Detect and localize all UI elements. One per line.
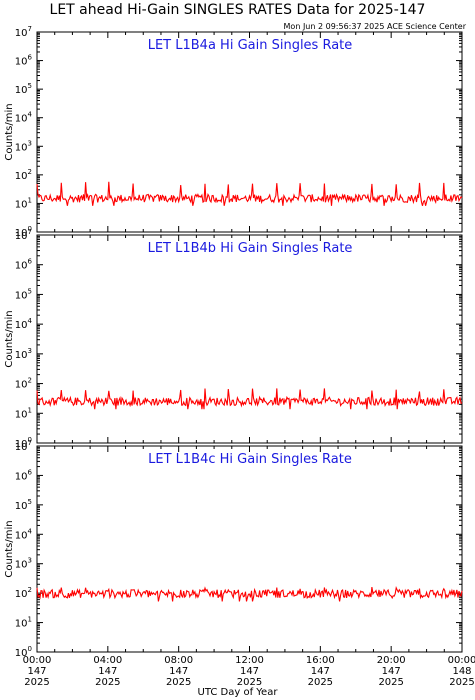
- y-tick-label: 103: [15, 347, 32, 361]
- y-tick-label: 103: [15, 139, 32, 153]
- y-tick-label: 104: [15, 317, 33, 331]
- y-tick-label: 106: [15, 258, 33, 272]
- series-line: [36, 585, 463, 602]
- x-tick-label-line: 147: [240, 666, 259, 677]
- x-axis-label: UTC Day of Year: [197, 687, 278, 698]
- y-tick-label: 103: [15, 557, 32, 571]
- plot-frame: [36, 234, 463, 444]
- y-tick-label: 104: [15, 111, 33, 125]
- x-tick-label-line: 16:00: [306, 655, 335, 666]
- series-line: [36, 181, 463, 206]
- x-tick-label-line: 2025: [24, 677, 49, 688]
- x-tick-label-line: 00:00: [23, 655, 52, 666]
- series-line: [36, 388, 463, 410]
- panel-title: LET L1B4a Hi Gain Singles Rate: [148, 38, 353, 53]
- x-tick-label-line: 147: [311, 666, 330, 677]
- x-tick-label-line: 08:00: [164, 655, 193, 666]
- x-tick-label-line: 2025: [237, 677, 262, 688]
- plot-frame: [36, 445, 463, 653]
- x-tick-label-line: 2025: [449, 677, 474, 688]
- y-tick-label: 102: [15, 168, 32, 182]
- x-tick-label-line: 148: [452, 666, 471, 677]
- x-tick-label-line: 147: [169, 666, 188, 677]
- y-tick-label: 106: [15, 54, 33, 68]
- y-axis-label: Counts/min: [4, 103, 15, 160]
- chart-panel-1: 100 101 102 103 104 105 106 107 Counts/min LET L1…: [4, 25, 463, 239]
- x-tick-label-line: 00:00: [448, 655, 475, 666]
- y-tick-label: 102: [15, 586, 32, 600]
- x-tick-label-line: 2025: [95, 677, 120, 688]
- y-tick-label: 105: [15, 498, 32, 512]
- y-tick-label: 101: [15, 406, 32, 420]
- y-tick-label: 107: [15, 228, 32, 242]
- page-title: LET ahead Hi-Gain SINGLES RATES Data for…: [49, 2, 426, 18]
- y-tick-label: 104: [15, 527, 33, 541]
- chart-panel-2: 100 101 102 103 104 105 106 107 Counts/min LET L1…: [4, 228, 463, 450]
- y-axis-label: Counts/min: [4, 520, 15, 577]
- y-tick-label: 107: [15, 25, 32, 39]
- x-tick-label-line: 147: [27, 666, 46, 677]
- y-tick-label: 101: [15, 616, 32, 630]
- generation-timestamp: Mon Jun 2 09:56:37 2025 ACE Science Cent…: [283, 22, 466, 31]
- y-tick-label: 100: [15, 225, 32, 239]
- x-tick-label-line: 147: [98, 666, 117, 677]
- x-tick-label-line: 2025: [166, 677, 191, 688]
- y-tick-label: 102: [15, 377, 32, 391]
- x-tick-label-line: 147: [382, 666, 401, 677]
- chart-panel-3: 100 101 102 103 104 105 106 107 Counts/min LET L1…: [4, 439, 463, 659]
- x-tick-label-line: 04:00: [93, 655, 122, 666]
- y-tick-label: 107: [15, 439, 32, 453]
- plot-frame: [36, 31, 463, 233]
- x-tick-label-line: 2025: [308, 677, 333, 688]
- y-tick-label: 106: [15, 468, 33, 482]
- y-tick-label: 101: [15, 196, 32, 210]
- x-tick-label-line: 20:00: [377, 655, 406, 666]
- y-tick-label: 105: [15, 82, 32, 96]
- y-tick-label: 100: [15, 436, 32, 450]
- x-tick-label-line: 12:00: [235, 655, 264, 666]
- x-tick-label-line: 2025: [378, 677, 403, 688]
- y-tick-label: 105: [15, 287, 32, 301]
- y-tick-label: 100: [15, 645, 32, 659]
- panel-title: LET L1B4c Hi Gain Singles Rate: [148, 452, 352, 467]
- y-axis-label: Counts/min: [4, 310, 15, 367]
- panel-title: LET L1B4b Hi Gain Singles Rate: [148, 241, 353, 256]
